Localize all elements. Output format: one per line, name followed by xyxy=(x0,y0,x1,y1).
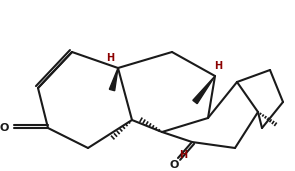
Polygon shape xyxy=(193,76,215,104)
Text: H: H xyxy=(106,53,114,63)
Text: O: O xyxy=(0,123,9,133)
Polygon shape xyxy=(109,68,118,91)
Text: O: O xyxy=(169,160,179,170)
Text: H: H xyxy=(179,150,187,160)
Text: H: H xyxy=(214,61,222,71)
